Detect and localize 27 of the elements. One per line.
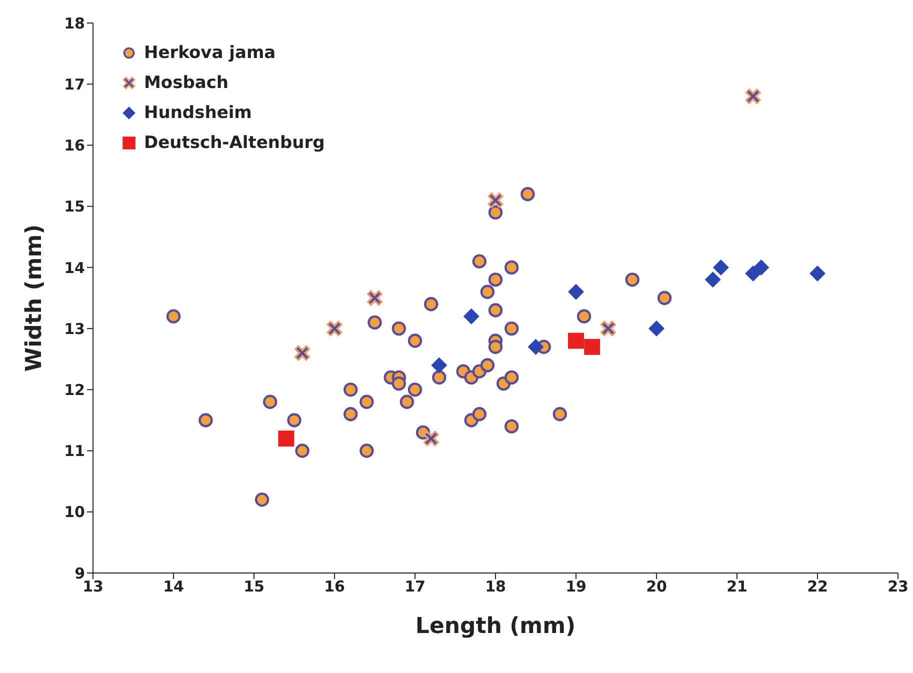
x-tick-label: 17 xyxy=(404,578,426,596)
x-tick-label: 22 xyxy=(807,578,828,596)
x-tick-label: 15 xyxy=(244,578,264,596)
x-tick-label: 21 xyxy=(726,578,748,596)
x-tick-label: 20 xyxy=(646,578,667,596)
y-tick-label: 13 xyxy=(64,320,85,338)
y-tick-label: 14 xyxy=(64,258,85,277)
x-tick-label: 18 xyxy=(485,578,506,596)
y-axis-title: Width (mm) xyxy=(22,224,47,372)
x-tick-label: 14 xyxy=(163,578,184,596)
y-tick-label: 9 xyxy=(74,564,85,582)
x-tick-label: 13 xyxy=(82,578,104,596)
y-tick-label: 10 xyxy=(64,503,85,522)
x-tick-label: 16 xyxy=(324,578,345,596)
legend-label: Hundsheim xyxy=(144,103,252,123)
y-tick-label: 15 xyxy=(64,198,85,216)
x-tick-label: 19 xyxy=(566,578,586,596)
legend-label: Herkova jama xyxy=(144,43,276,63)
y-tick-label: 11 xyxy=(64,442,85,460)
y-tick-label: 18 xyxy=(64,14,85,32)
x-tick-label: 23 xyxy=(888,578,908,596)
y-tick-label: 12 xyxy=(64,380,85,399)
y-tick-label: 17 xyxy=(64,75,85,94)
legend-label: Deutsch-Altenburg xyxy=(144,133,325,153)
y-tick-label: 16 xyxy=(64,136,85,155)
legend-label: Mosbach xyxy=(144,73,229,93)
x-axis-title: Length (mm) xyxy=(415,614,576,639)
